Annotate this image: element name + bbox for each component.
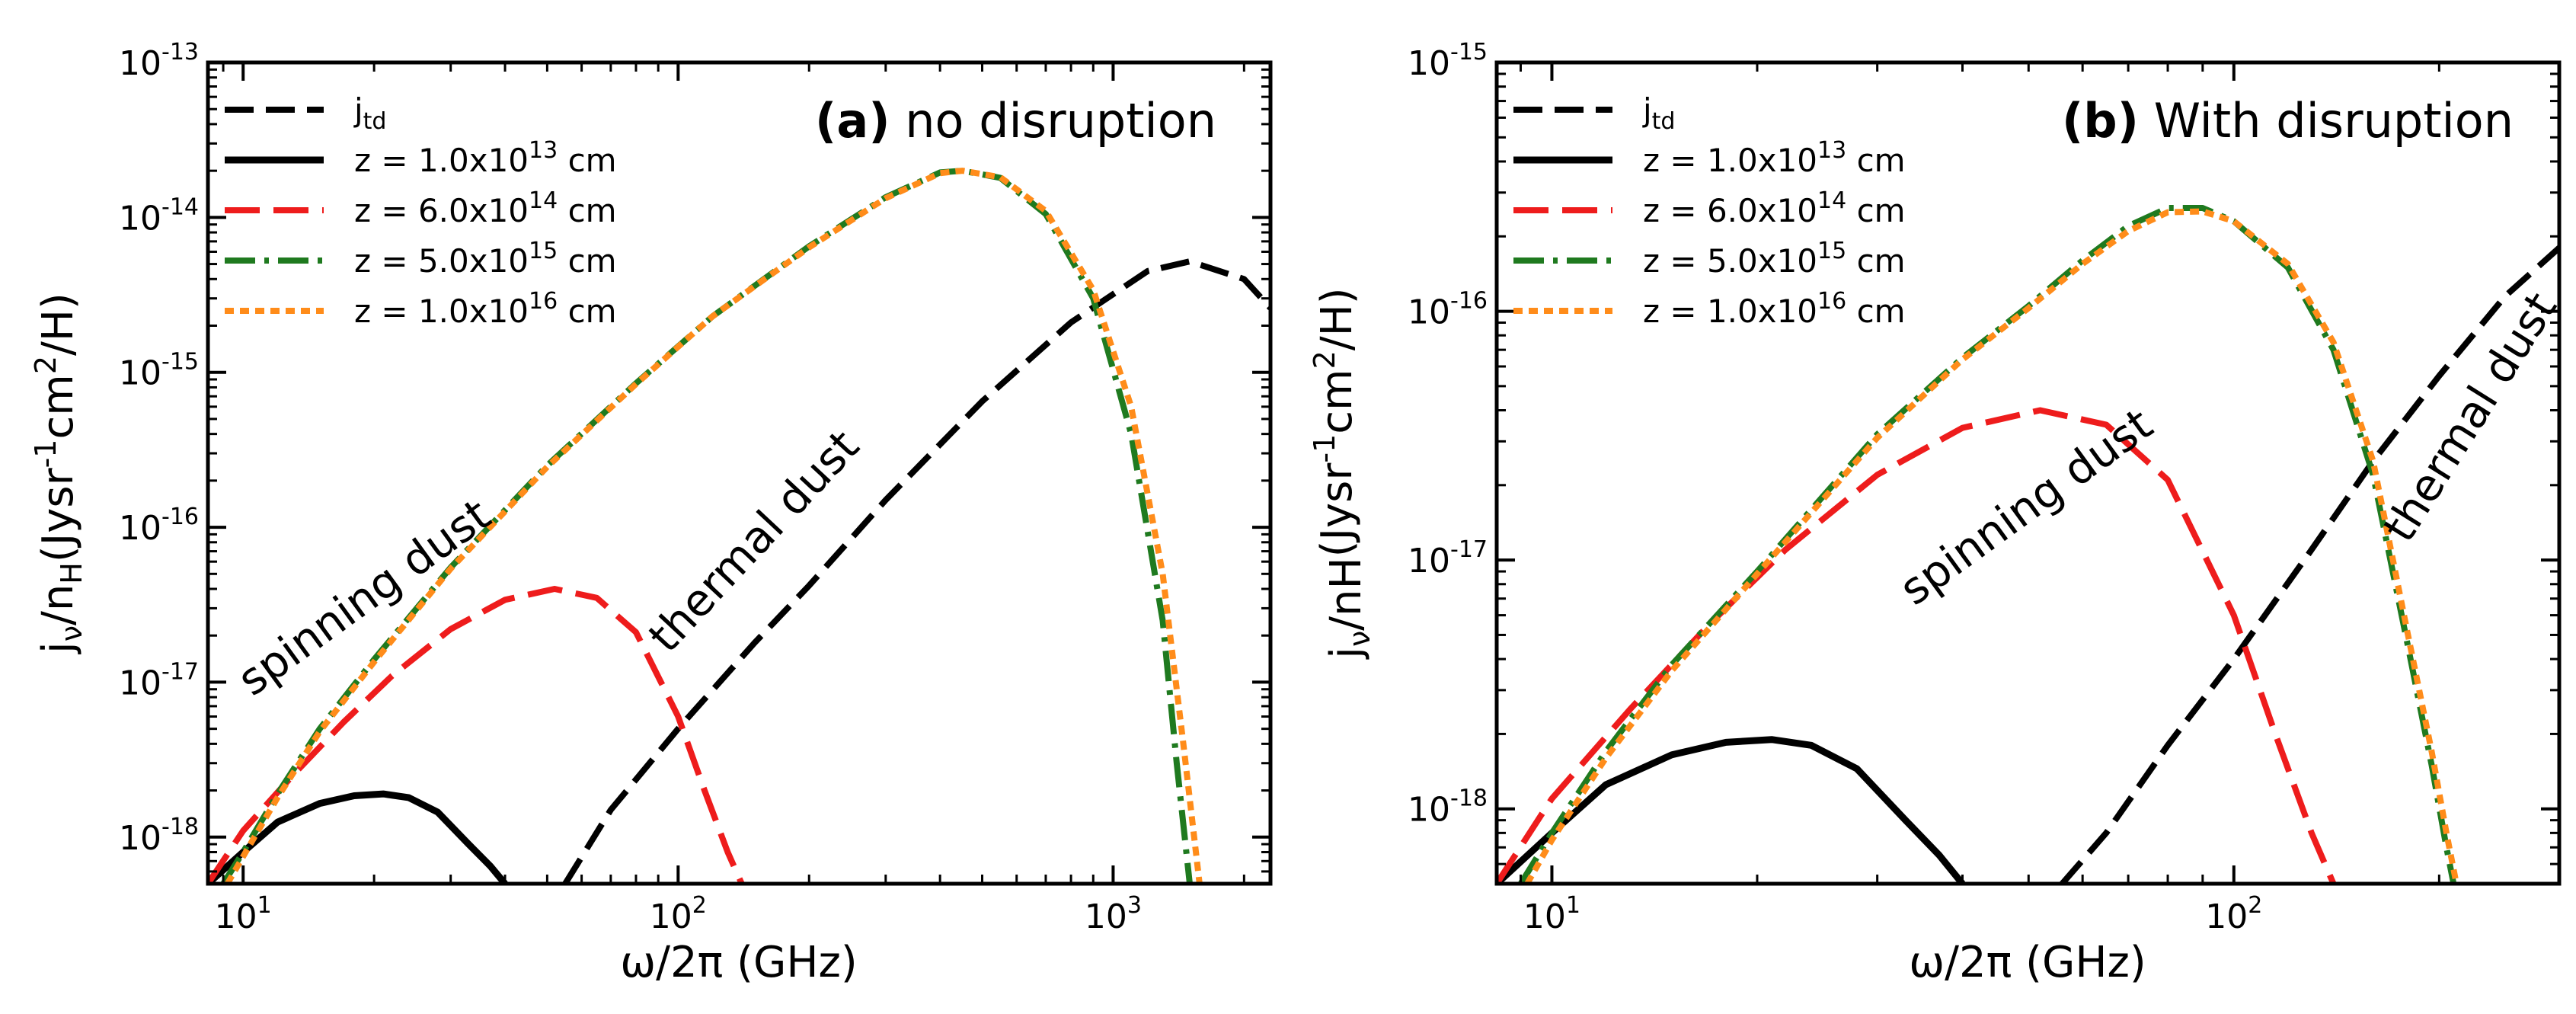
- panel-a-ytick-label: 10-14: [119, 194, 199, 238]
- panel-b-title: (b) With disruption: [2062, 93, 2514, 149]
- panel-a-plot-frame: [206, 60, 1273, 886]
- panel-b-series-4-line: [1524, 208, 2459, 884]
- panel-a-title-text: no disruption: [905, 93, 1216, 149]
- panel-b-legend-label-4: z = 1.0x1016 cm: [1643, 288, 1906, 330]
- panel-a-ticks: 101 102 103 10-18 10-17 10-16 10-15 10-14 10-13: [119, 39, 1270, 936]
- panel-a: 101 102 10310-1810-1710-1610-1510-1410-13 …: [29, 39, 1273, 987]
- panel-b-curves: [1497, 205, 2559, 884]
- panel-b-ytick-label: 10-17: [1408, 536, 1488, 581]
- panel-a-legend-label-2: z = 6.0x1014 cm: [354, 187, 617, 229]
- panel-a-ytick-label: 10-16: [119, 504, 199, 548]
- panel-b-ticks: 101 102 10-18 10-17 10-16 10-15: [1408, 39, 2561, 936]
- panel-a-xtick-label: 102: [650, 892, 707, 936]
- panel-a-title: (a) no disruption: [815, 93, 1216, 149]
- panel-b-series-1-line: [1497, 736, 1965, 884]
- panel-a-tag: (a): [815, 93, 890, 149]
- panel-b-ytick-label: 10-15: [1408, 39, 1488, 83]
- panel-a-ytick-label: 10-13: [119, 39, 199, 83]
- panel-a-legend-label-0: jtd: [353, 91, 386, 135]
- panel-b-legend-label-2: z = 6.0x1014 cm: [1643, 187, 1906, 229]
- panel-a-legend-label-1: z = 1.0x1013 cm: [354, 137, 617, 179]
- panel-b-series-0-line: [2060, 245, 2559, 884]
- panel-a-xlabel: ω/2π (GHz): [620, 938, 858, 987]
- panel-a-xtick-label: 101: [215, 892, 272, 936]
- panel-b-ytick-label: 10-16: [1408, 288, 1488, 332]
- panel-a-series-0-line: [562, 258, 1270, 884]
- panel-b-xlabel: ω/2π (GHz): [1909, 938, 2146, 987]
- panel-a-ytick-label: 10-17: [119, 658, 199, 702]
- panel-b-series-2-line: [1497, 407, 2337, 884]
- panel-b-annotation-1: thermal dust: [2373, 283, 2567, 551]
- panel-a-ytick-label: 10-18: [119, 814, 199, 858]
- panel-a-annotation-1: thermal dust: [638, 420, 869, 662]
- panel-a-curves: [208, 168, 1270, 884]
- panel-a-legend-label-4: z = 1.0x1016 cm: [354, 288, 617, 330]
- panel-a-xtick-label: 103: [1085, 892, 1142, 936]
- panel-b-annotation-0: spinning dust: [1890, 398, 2162, 616]
- panel-b-ytick-label: 10-18: [1408, 785, 1488, 830]
- panel-b-tag: (b): [2062, 93, 2139, 149]
- panel-b-legend-label-3: z = 5.0x1015 cm: [1643, 238, 1906, 280]
- panel-a-ytick-label: 10-15: [119, 349, 199, 393]
- panel-b-legend-label-1: z = 1.0x1013 cm: [1643, 137, 1906, 179]
- panel-b-legend-label-0: jtd: [1642, 91, 1675, 135]
- panel-a-series-1-line: [208, 790, 508, 884]
- panel-b-title-text: With disruption: [2154, 93, 2514, 149]
- panel-b-ylabel: jν/nH(Jysr-1cm2/H): [1308, 287, 1376, 660]
- panel-b-xtick-label: 101: [1523, 892, 1580, 936]
- panel-a-series-4-line: [225, 168, 1203, 884]
- panel-a-series-2-line: [208, 586, 745, 884]
- panel-a-legend-label-3: z = 5.0x1015 cm: [354, 238, 617, 280]
- panel-b-xtick-label: 102: [2205, 892, 2262, 936]
- panel-a-ylabel: jν/nH(Jysr-1cm2/H): [29, 293, 88, 655]
